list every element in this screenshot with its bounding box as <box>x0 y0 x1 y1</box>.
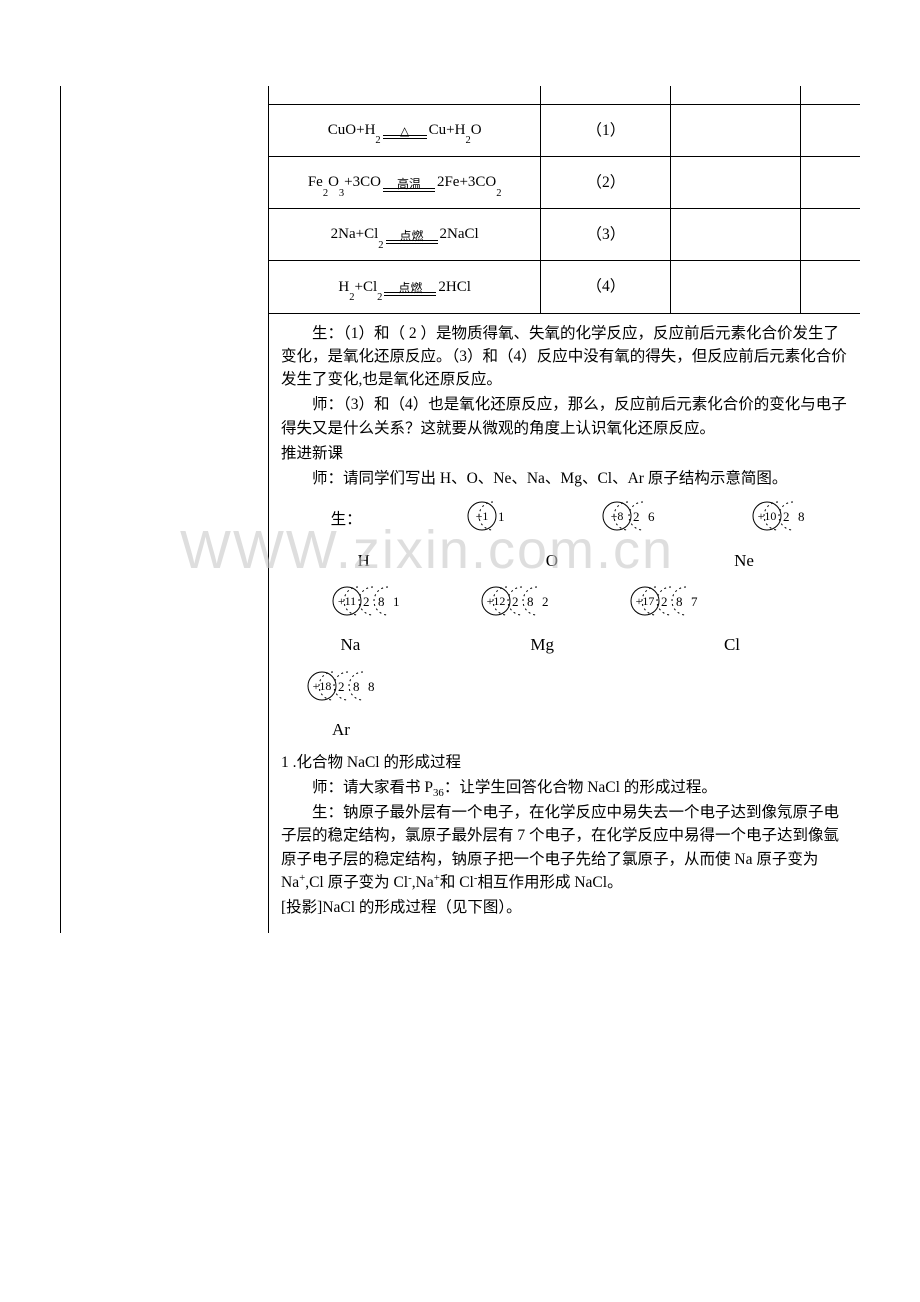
svg-text:2: 2 <box>783 509 790 524</box>
equation-cell: H2+Cl2点燃2HCl <box>269 261 541 313</box>
svg-text:6: 6 <box>648 509 655 524</box>
svg-text:+11: +11 <box>337 594 355 608</box>
text: ,Na <box>412 874 434 891</box>
body-text: 生：（1）和（ 2 ）是物质得氧、失氧的化学反应，反应前后元素化合价发生了变化，… <box>269 314 860 920</box>
atom-label: H <box>358 548 370 574</box>
text: 相互作用形成 NaCl。 <box>477 874 622 891</box>
atom: +17 287 <box>629 581 706 628</box>
svg-text:8: 8 <box>676 594 683 609</box>
table-cell <box>541 86 671 104</box>
svg-text:1: 1 <box>393 594 400 609</box>
svg-text:2: 2 <box>338 679 345 694</box>
atom-diagram: +1 1 <box>466 496 513 536</box>
label-cell: （2） <box>541 156 671 208</box>
atom-diagram: +8 26 <box>601 496 663 536</box>
reactions-table: CuO+H2△Cu+H2O（1）Fe2O3+3CO高温2Fe+3CO2（2）2N… <box>269 86 860 314</box>
atom-diagram: +12 282 <box>480 581 557 621</box>
equation-cell: CuO+H2△Cu+H2O <box>269 104 541 156</box>
atom-diagram: +17 287 <box>629 581 706 621</box>
right-column: CuO+H2△Cu+H2O（1）Fe2O3+3CO高温2Fe+3CO2（2）2N… <box>269 86 860 933</box>
atom-labels: Na Mg Cl <box>341 632 849 658</box>
table-cell <box>671 86 801 104</box>
svg-text:8: 8 <box>368 679 375 694</box>
svg-text:2: 2 <box>512 594 519 609</box>
table-cell <box>801 261 860 313</box>
atom-label: Ne <box>734 548 754 574</box>
svg-text:+1: +1 <box>475 509 488 523</box>
atom-row: 生： +1 1 +8 26 +10 28 <box>331 496 848 543</box>
atom: +1 1 <box>466 496 513 543</box>
svg-text:2: 2 <box>542 594 549 609</box>
svg-text:8: 8 <box>798 509 805 524</box>
atom-labels: H O Ne <box>358 548 849 574</box>
text: 和 Cl <box>440 874 474 891</box>
svg-text:+12: +12 <box>486 594 505 608</box>
paragraph: 师：请同学们写出 H、O、Ne、Na、Mg、Cl、Ar 原子结构示意简图。 <box>281 467 848 490</box>
atom-diagram: +18 288 <box>306 666 383 706</box>
atom-labels: Ar <box>332 717 848 743</box>
text: ,Cl 原子变为 Cl <box>305 874 408 891</box>
label-cell: （3） <box>541 209 671 261</box>
table-cell <box>801 104 860 156</box>
equation-cell: 2Na+Cl2点燃2NaCl <box>269 209 541 261</box>
table-cell <box>801 209 860 261</box>
paragraph: 师：请大家看书 P36：让学生回答化合物 NaCl 的形成过程。 <box>281 776 848 799</box>
atom-label: Na <box>341 632 361 658</box>
label-cell: （4） <box>541 261 671 313</box>
paragraph: [投影]NaCl 的形成过程（见下图）。 <box>281 896 848 919</box>
subscript: 36 <box>433 787 444 799</box>
svg-text:+17: +17 <box>635 594 654 608</box>
svg-text:2: 2 <box>661 594 668 609</box>
atom-row: +18 288 <box>306 666 848 713</box>
atom: +12 282 <box>480 581 557 628</box>
left-column <box>61 86 269 933</box>
label-cell: （1） <box>541 104 671 156</box>
table-cell <box>671 156 801 208</box>
equation-cell: Fe2O3+3CO高温2Fe+3CO2 <box>269 156 541 208</box>
section-heading: 1 .化合物 NaCl 的形成过程 <box>281 751 848 774</box>
atom-row: +11 281 +12 282 +17 287 <box>331 581 848 628</box>
text: ：让学生回答化合物 NaCl 的形成过程。 <box>444 779 717 796</box>
table-cell <box>671 209 801 261</box>
atom-label: Ar <box>332 717 350 743</box>
atom: +10 28 <box>751 496 813 543</box>
text: 师：请大家看书 P <box>312 779 433 796</box>
table-cell <box>671 261 801 313</box>
atom: +8 26 <box>601 496 663 543</box>
paragraph: 生：钠原子最外层有一个电子，在化学反应中易失去一个电子达到像氖原子电子层的稳定结… <box>281 801 848 894</box>
atom-diagram: +11 281 <box>331 581 408 621</box>
atom-label: Mg <box>530 632 554 658</box>
atom: +18 288 <box>306 666 383 713</box>
table-cell <box>801 86 860 104</box>
atom: +11 281 <box>331 581 408 628</box>
svg-text:7: 7 <box>691 594 698 609</box>
svg-text:2: 2 <box>633 509 640 524</box>
outer-frame: CuO+H2△Cu+H2O（1）Fe2O3+3CO高温2Fe+3CO2（2）2N… <box>60 86 860 933</box>
atom-diagram: +10 28 <box>751 496 813 536</box>
svg-text:2: 2 <box>363 594 370 609</box>
svg-text:+8: +8 <box>610 509 623 523</box>
svg-text:1: 1 <box>498 509 505 524</box>
page: CuO+H2△Cu+H2O（1）Fe2O3+3CO高温2Fe+3CO2（2）2N… <box>0 0 920 1302</box>
svg-text:+10: +10 <box>757 509 776 523</box>
svg-text:8: 8 <box>527 594 534 609</box>
paragraph: 生：（1）和（ 2 ）是物质得氧、失氧的化学反应，反应前后元素化合价发生了变化，… <box>281 322 848 392</box>
svg-text:8: 8 <box>378 594 385 609</box>
atom-label: Cl <box>724 632 740 658</box>
table-cell <box>801 156 860 208</box>
table-cell <box>671 104 801 156</box>
svg-text:8: 8 <box>353 679 360 694</box>
paragraph: 推进新课 <box>281 442 848 465</box>
paragraph: 师：（3）和（4）也是氧化还原反应，那么，反应前后元素化合价的变化与电子得失又是… <box>281 393 848 440</box>
text: 生： <box>331 508 362 531</box>
table-cell <box>269 86 541 104</box>
svg-text:+18: +18 <box>312 679 331 693</box>
atom-label: O <box>546 548 558 574</box>
